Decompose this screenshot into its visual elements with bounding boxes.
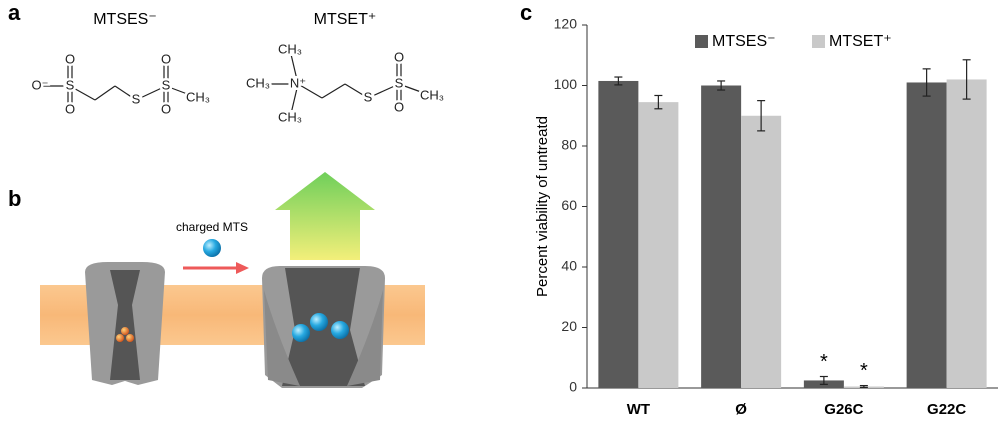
mts-molecule	[331, 321, 349, 339]
mts-molecule	[310, 313, 328, 331]
bar	[946, 79, 987, 388]
x-tick-label: G26C	[824, 401, 863, 418]
mts-molecule	[203, 239, 221, 257]
channel-pore	[110, 270, 140, 380]
atom: O	[394, 99, 404, 114]
y-tick-label: 40	[561, 258, 577, 274]
error-bar	[717, 80, 726, 91]
diagram-label: charged MTS	[176, 220, 248, 234]
bond	[165, 85, 199, 99]
error-bar	[819, 375, 828, 385]
residue	[121, 327, 129, 335]
y-tick-label: 20	[561, 318, 577, 334]
bond	[297, 83, 323, 99]
mts-molecule	[292, 324, 310, 342]
bond	[289, 83, 299, 119]
legend-label: MTSET⁺	[829, 33, 892, 50]
atom: S	[395, 75, 404, 90]
bond	[367, 83, 400, 99]
atom: O⁻	[32, 77, 49, 92]
bar-chart: 0 20 40 60 80 100 120 Percent viability of untr…	[534, 16, 998, 418]
atom: S	[132, 91, 141, 106]
x-tick-label: Ø	[735, 401, 747, 418]
annotation: *	[820, 351, 828, 373]
membrane-diagram: charged MTS	[40, 172, 425, 388]
channel-subunit	[347, 290, 383, 386]
panel-label: b	[8, 186, 21, 211]
y-axis-label: Percent viability of untreatd	[534, 116, 551, 297]
y-tick-label: 120	[554, 16, 578, 32]
legend-swatch	[812, 35, 825, 48]
x-tick-label: G22C	[927, 401, 966, 418]
structure-name: MTSES⁻	[93, 11, 157, 28]
atom: N⁺	[290, 75, 306, 90]
annotation: *	[860, 360, 868, 382]
bond	[398, 83, 433, 97]
residue	[126, 334, 134, 342]
y-tick-label: 100	[554, 76, 578, 92]
error-bar	[614, 76, 623, 86]
bar	[741, 115, 782, 388]
bar	[638, 102, 679, 388]
atom: CH₃	[246, 75, 270, 90]
atom: CH₃	[278, 109, 302, 124]
atom: O	[161, 101, 171, 116]
atom: CH₃	[278, 41, 302, 56]
atom: CH₃	[186, 89, 210, 104]
atom: O	[65, 51, 75, 66]
bond	[289, 49, 299, 85]
y-tick-label: 60	[561, 197, 577, 213]
channel-subunit	[264, 290, 300, 386]
bond	[344, 83, 369, 99]
atom: O	[394, 49, 404, 64]
error-bar	[654, 94, 663, 110]
y-tick-label: 0	[569, 379, 577, 395]
error-bar	[757, 100, 766, 132]
bond	[135, 85, 167, 101]
error-bar	[922, 68, 931, 97]
bar	[906, 82, 947, 388]
atom: O	[65, 101, 75, 116]
bond	[114, 85, 137, 101]
flux-arrow	[275, 172, 375, 260]
bar	[598, 80, 639, 389]
error-bar	[859, 384, 868, 388]
bar	[701, 85, 742, 388]
legend-swatch	[695, 35, 708, 48]
atom: S	[162, 77, 171, 92]
y-tick-label: 80	[561, 137, 577, 153]
x-tick-label: WT	[627, 401, 650, 418]
structure-name: MTSET⁺	[314, 11, 377, 28]
residue	[116, 334, 124, 342]
entry-arrowhead	[236, 262, 249, 274]
error-bar	[962, 59, 971, 100]
panel-label: a	[8, 0, 21, 25]
atom: O	[161, 51, 171, 66]
atom: CH₃	[420, 87, 444, 102]
bond	[69, 85, 96, 101]
bond	[94, 85, 116, 101]
legend-label: MTSES⁻	[712, 33, 776, 50]
atom: S	[66, 77, 75, 92]
atom: S	[364, 89, 373, 104]
panel-label: c	[520, 0, 532, 25]
bond	[321, 83, 346, 99]
